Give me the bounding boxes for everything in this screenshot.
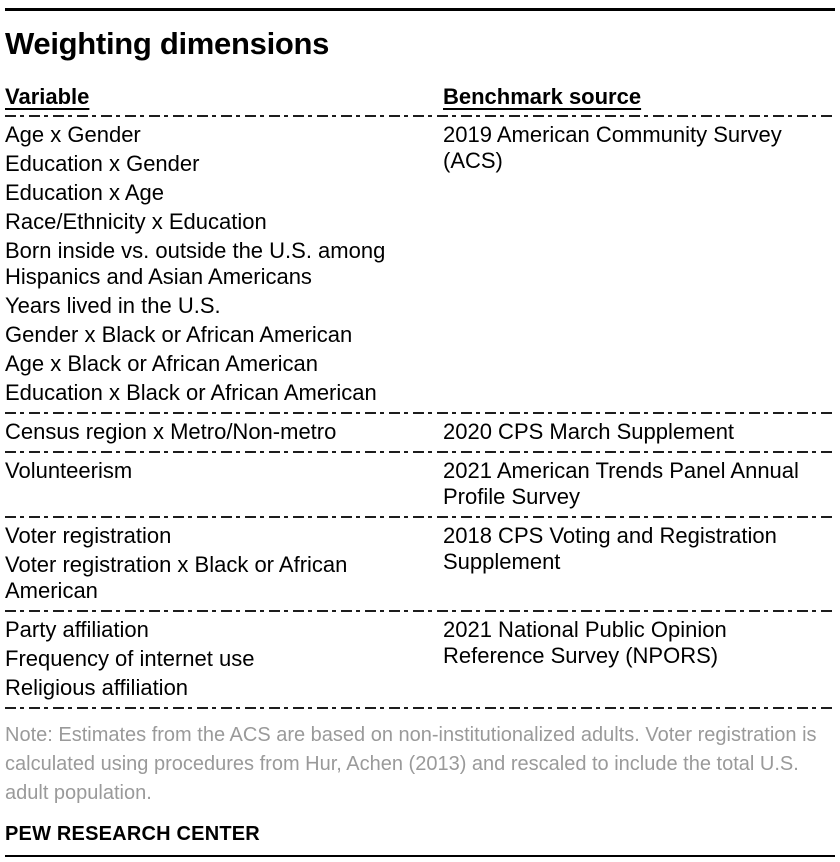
weighting-table: Variable Benchmark source Age x Gender Ed… (5, 84, 835, 709)
variable-item: Gender x Black or African American (5, 322, 353, 347)
variable-item: Education x Gender (5, 151, 200, 176)
note-text: Note: Estimates from the ACS are based o… (5, 724, 817, 804)
top-rule (5, 8, 835, 11)
source-cell: 2020 CPS March Supplement (443, 419, 823, 445)
row-divider (5, 610, 835, 612)
variable-item: Voter registration (5, 523, 172, 548)
bottom-rule (5, 855, 835, 857)
variable-item: Born inside vs. outside the U.S. among H… (5, 238, 386, 289)
variable-item: Party affiliation (5, 617, 149, 642)
variable-item: Voter registration x Black or African Am… (5, 552, 348, 603)
variable-cell: Volunteerism (5, 458, 443, 510)
source-text: 2020 CPS March Supplement (443, 419, 735, 444)
source-cell: 2019 American Community Survey (ACS) (443, 122, 823, 406)
pew-research-center-label: PEW RESEARCH CENTER (5, 823, 260, 845)
source-cell: 2021 National Public Opinion Reference S… (443, 617, 823, 701)
variable-item: Volunteerism (5, 458, 133, 483)
table-body: Age x Gender Education x Gender Education … (5, 117, 835, 709)
variable-cell: Census region x Metro/Non-metro (5, 419, 443, 445)
source-text: 2018 CPS Voting and Registration Supplem… (443, 523, 777, 574)
variable-item: Religious affiliation (5, 675, 189, 700)
table-row: Voter registration Voter registration x B… (5, 518, 835, 610)
variable-cell: Party affiliation Frequency of internet u… (5, 617, 443, 701)
table-row: Age x Gender Education x Gender Education … (5, 117, 835, 412)
variable-item: Age x Black or African American (5, 351, 319, 376)
page-title: Weighting dimensions (5, 26, 330, 61)
table-header-row: Variable Benchmark source (5, 84, 835, 115)
column-header-source: Benchmark source (443, 84, 642, 109)
column-header-variable: Variable (5, 84, 90, 109)
row-divider (5, 451, 835, 453)
table-row: Volunteerism 2021 American Trends Panel … (5, 453, 835, 516)
variable-item: Years lived in the U.S. (5, 293, 221, 318)
row-divider (5, 707, 835, 709)
variable-item: Frequency of internet use (5, 646, 255, 671)
variable-cell: Age x Gender Education x Gender Education … (5, 122, 443, 406)
row-divider (5, 516, 835, 518)
source-text: 2019 American Community Survey (ACS) (443, 122, 782, 173)
source-text: 2021 American Trends Panel Annual Profil… (443, 458, 799, 509)
source-cell: 2018 CPS Voting and Registration Supplem… (443, 523, 823, 604)
variable-cell: Voter registration Voter registration x B… (5, 523, 443, 604)
table-row: Census region x Metro/Non-metro 2020 CPS… (5, 414, 835, 451)
variable-item: Age x Gender (5, 122, 141, 147)
header-divider (5, 115, 835, 117)
variable-item: Race/Ethnicity x Education (5, 209, 267, 234)
source-cell: 2021 American Trends Panel Annual Profil… (443, 458, 823, 510)
variable-item: Education x Black or African American (5, 380, 377, 405)
table-row: Party affiliation Frequency of internet u… (5, 612, 835, 707)
row-divider (5, 412, 835, 414)
source-text: 2021 National Public Opinion Reference S… (443, 617, 727, 668)
variable-item: Education x Age (5, 180, 165, 205)
variable-item: Census region x Metro/Non-metro (5, 419, 337, 444)
